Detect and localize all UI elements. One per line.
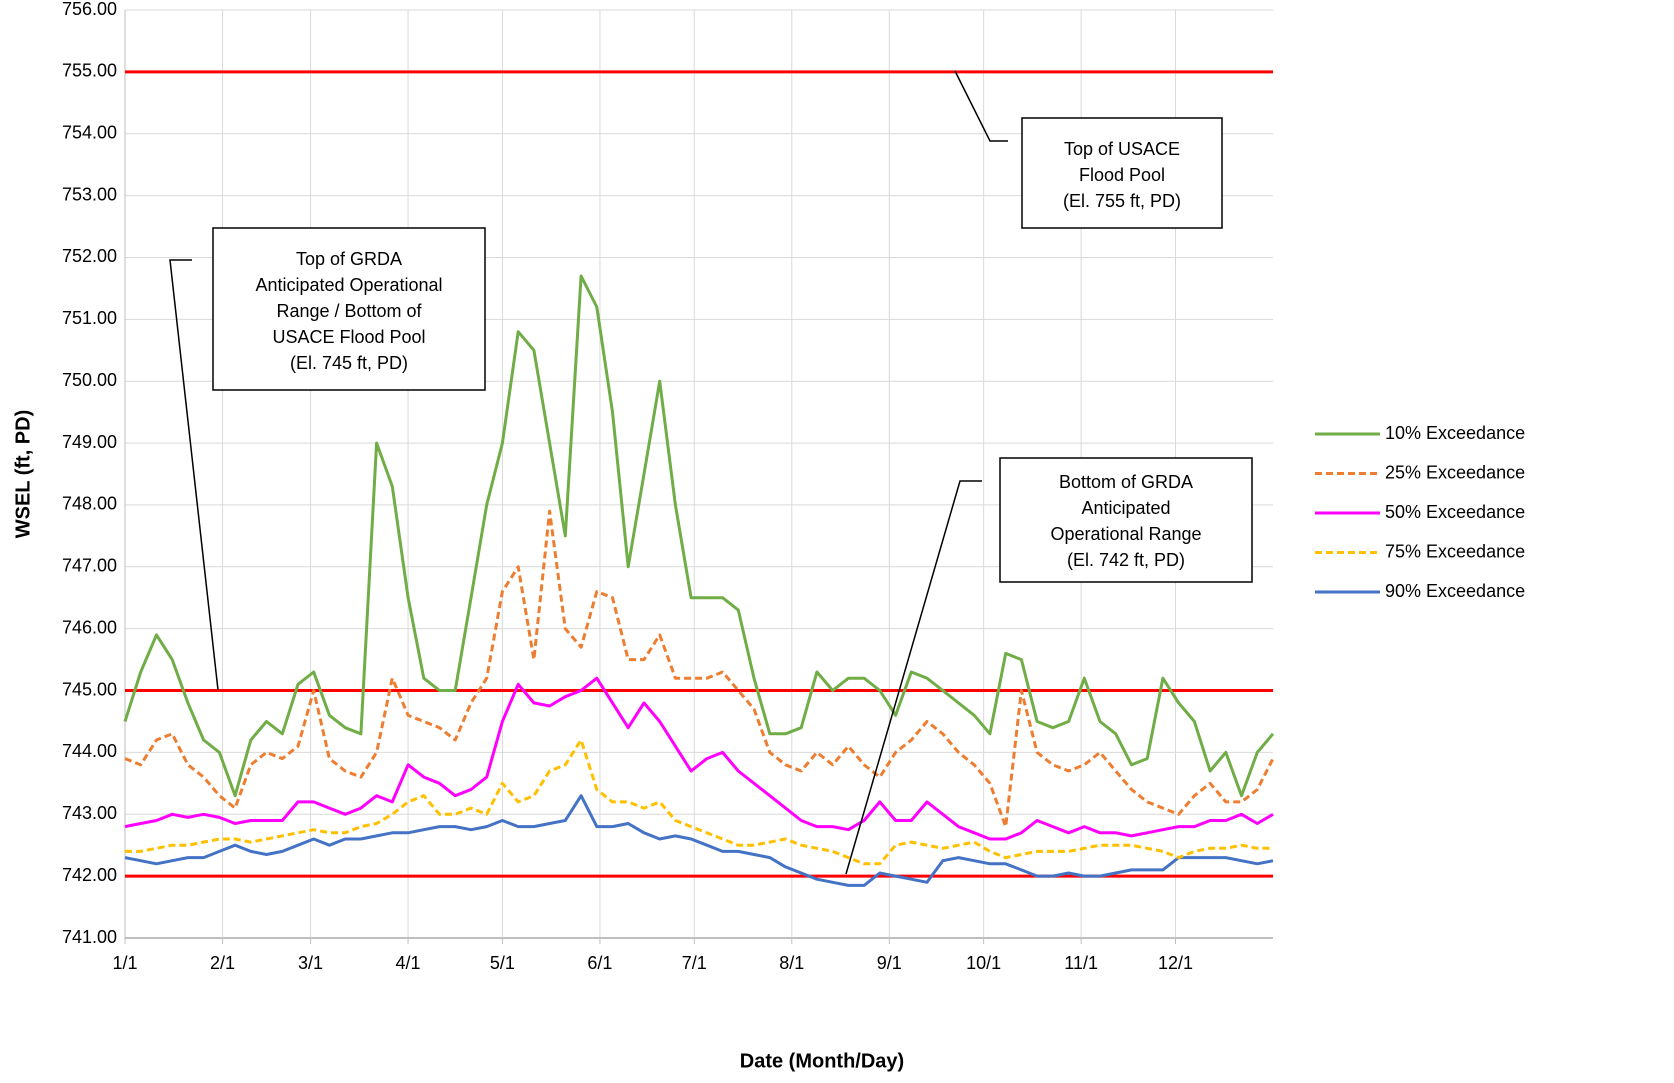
legend-label: 90% Exceedance	[1385, 581, 1525, 601]
x-tick-label: 2/1	[210, 953, 235, 973]
annotation-text: (El. 755 ft, PD)	[1063, 191, 1181, 211]
y-tick-label: 747.00	[62, 556, 117, 576]
x-tick-label: 8/1	[779, 953, 804, 973]
x-tick-label: 9/1	[877, 953, 902, 973]
y-tick-label: 749.00	[62, 432, 117, 452]
annotation-leader	[169, 259, 219, 691]
annotation-text: Flood Pool	[1079, 165, 1165, 185]
x-tick-label: 11/1	[1064, 953, 1098, 973]
annotation-text: Operational Range	[1050, 524, 1201, 544]
series-line	[124, 794, 1274, 887]
y-tick-label: 746.00	[62, 617, 117, 637]
annotation-box	[212, 227, 486, 391]
series-line	[124, 509, 1275, 829]
annotation-box	[999, 457, 1253, 583]
y-tick-label: 741.00	[62, 927, 117, 947]
series-line	[124, 676, 1274, 841]
y-tick-label: 751.00	[62, 308, 117, 328]
x-axis-title: Date (Month/Day)	[740, 1050, 904, 1072]
legend-label: 10% Exceedance	[1385, 423, 1525, 443]
annotation-text: Bottom of GRDA	[1059, 472, 1193, 492]
annotation-leader	[845, 480, 982, 875]
y-tick-label: 745.00	[62, 679, 117, 699]
y-tick-label: 756.00	[62, 0, 117, 19]
x-tick-label: 3/1	[298, 953, 323, 973]
annotation-text: Top of GRDA	[296, 249, 402, 269]
annotation-text: Anticipated Operational	[255, 275, 442, 295]
legend-label: 50% Exceedance	[1385, 502, 1525, 522]
x-tick-label: 1/1	[112, 953, 137, 973]
y-tick-label: 755.00	[62, 61, 117, 81]
annotation-box	[1021, 117, 1223, 229]
y-tick-label: 743.00	[62, 803, 117, 823]
x-tick-label: 7/1	[682, 953, 707, 973]
legend-label: 75% Exceedance	[1385, 541, 1525, 561]
annotation-text: (El. 742 ft, PD)	[1067, 550, 1185, 570]
y-tick-label: 753.00	[62, 184, 117, 204]
y-tick-label: 754.00	[62, 122, 117, 142]
annotation-leader	[954, 70, 1008, 142]
y-axis-title: WSEL (ft, PD)	[12, 410, 34, 539]
series-line	[125, 738, 1273, 866]
annotation-text: Top of USACE	[1064, 139, 1180, 159]
x-tick-label: 5/1	[490, 953, 515, 973]
annotation-text: Anticipated	[1081, 498, 1170, 518]
legend-label: 25% Exceedance	[1385, 462, 1525, 482]
y-tick-label: 752.00	[62, 246, 117, 266]
y-tick-label: 748.00	[62, 494, 117, 514]
annotation-text: USACE Flood Pool	[272, 327, 425, 347]
x-tick-label: 12/1	[1158, 953, 1193, 973]
annotation-text: Range / Bottom of	[276, 301, 422, 321]
series-line	[123, 274, 1275, 798]
y-tick-label: 742.00	[62, 865, 117, 885]
y-tick-label: 744.00	[62, 741, 117, 761]
annotation-text: (El. 745 ft, PD)	[290, 353, 408, 373]
y-tick-label: 750.00	[62, 370, 117, 390]
x-tick-label: 4/1	[396, 953, 421, 973]
x-tick-label: 6/1	[587, 953, 612, 973]
x-tick-label: 10/1	[966, 953, 1001, 973]
